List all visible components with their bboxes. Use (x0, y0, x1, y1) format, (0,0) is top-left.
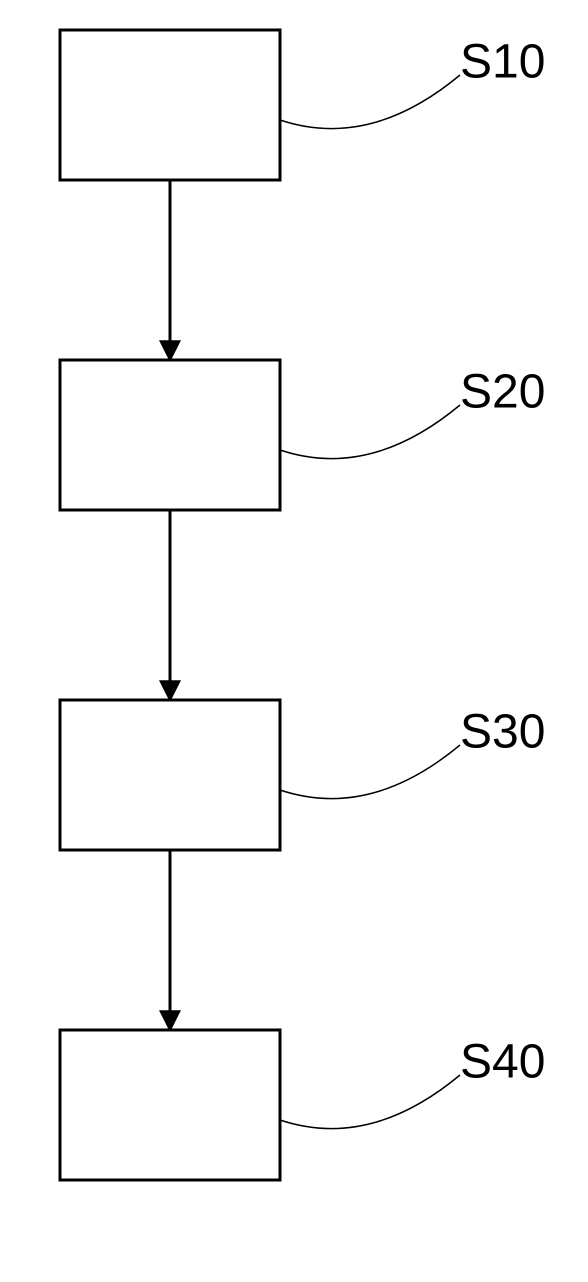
node-label-S40: S40 (460, 1036, 545, 1089)
node-label-S30: S30 (460, 706, 545, 759)
node-box-S20 (60, 360, 280, 510)
node-box-S40 (60, 1030, 280, 1180)
node-box-S10 (60, 30, 280, 180)
node-box-S30 (60, 700, 280, 850)
flowchart-diagram: S10 S20 S30 S40 (0, 0, 588, 1282)
node-label-S20: S20 (460, 366, 545, 419)
node-label-S10: S10 (460, 36, 545, 89)
